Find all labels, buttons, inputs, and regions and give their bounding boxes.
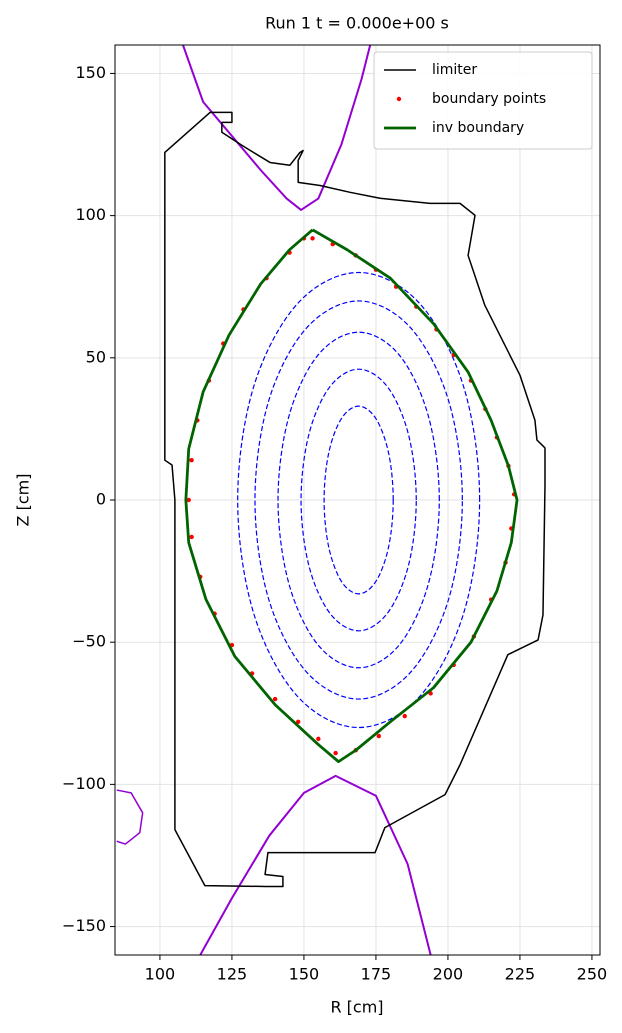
legend-label: limiter <box>432 62 477 78</box>
x-tick-label: 200 <box>433 965 464 984</box>
x-tick-label: 250 <box>577 965 608 984</box>
x-tick-label: 225 <box>505 965 536 984</box>
separatrix-line <box>116 789 144 845</box>
y-tick-label: −100 <box>62 774 106 793</box>
legend-swatch <box>396 96 402 102</box>
boundary-point <box>272 696 278 702</box>
separatrix-line <box>182 45 372 211</box>
separatrix-line <box>199 774 432 955</box>
legend-box <box>373 51 593 150</box>
y-tick-label: 150 <box>75 63 106 82</box>
boundary-point <box>333 750 338 756</box>
series-group <box>116 45 546 955</box>
x-tick-label: 100 <box>145 965 176 984</box>
boundary-point <box>189 534 194 540</box>
x-tick-label: 125 <box>217 965 248 984</box>
boundary-point <box>295 719 301 725</box>
series-line <box>184 228 519 764</box>
boundary-point <box>186 497 191 503</box>
axes-frame <box>114 44 601 956</box>
boundary-point <box>316 736 321 742</box>
contour-line <box>323 405 394 595</box>
boundary-point <box>189 457 194 463</box>
contour-line <box>237 271 481 729</box>
chart-title: Run 1 t = 0.000e+00 s <box>265 14 449 33</box>
y-tick-label: 50 <box>86 347 106 366</box>
x-tick-label: 150 <box>289 965 320 984</box>
y-tick-label: −50 <box>72 632 106 651</box>
x-axis-label: R [cm] <box>330 998 383 1017</box>
x-tick-label: 175 <box>361 965 392 984</box>
legend-label: inv boundary <box>432 120 524 136</box>
series-line <box>164 111 546 888</box>
contour-line <box>277 331 440 669</box>
y-tick-label: −150 <box>62 916 106 935</box>
legend-label: boundary points <box>432 91 546 107</box>
y-tick-label: 100 <box>75 205 106 224</box>
boundary-point <box>402 713 407 719</box>
boundary-point <box>310 236 315 241</box>
boundary-point <box>376 733 382 739</box>
y-axis-label: Z [cm] <box>14 474 33 527</box>
y-tick-label: 0 <box>96 490 106 509</box>
